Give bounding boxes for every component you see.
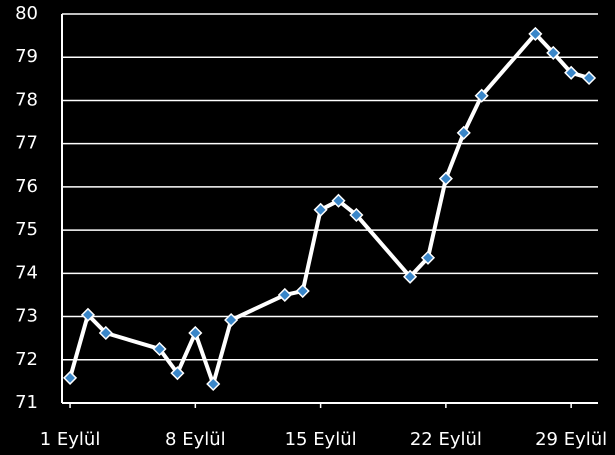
- y-tick-label: 76: [15, 176, 38, 197]
- marker: [331, 193, 346, 208]
- marker: [581, 70, 597, 86]
- y-tick-label: 79: [15, 46, 38, 67]
- y-tick-label: 74: [15, 262, 38, 283]
- marker: [313, 202, 328, 217]
- x-tick-label: 1 Eylül: [40, 429, 101, 450]
- y-tick-label: 73: [15, 306, 38, 327]
- marker: [474, 88, 489, 103]
- y-tick-label: 72: [15, 349, 38, 370]
- marker: [188, 325, 203, 341]
- marker: [564, 65, 579, 80]
- marker: [170, 366, 185, 381]
- marker: [295, 283, 310, 299]
- marker: [62, 370, 78, 385]
- marker: [224, 312, 239, 328]
- marker: [456, 125, 471, 140]
- marker: [438, 171, 453, 186]
- x-tick-label: 8 Eylül: [165, 429, 226, 450]
- y-tick-label: 78: [15, 89, 38, 110]
- marker: [528, 26, 543, 41]
- marker: [98, 325, 113, 341]
- marker: [420, 250, 436, 265]
- marker: [546, 45, 561, 60]
- marker: [277, 287, 292, 303]
- marker: [349, 207, 364, 223]
- marker: [152, 341, 167, 357]
- x-tick-label: 29 Eylül: [535, 429, 607, 450]
- x-tick-label: 22 Eylül: [410, 429, 482, 450]
- marker: [206, 376, 221, 392]
- line: [68, 31, 590, 386]
- marker: [80, 307, 96, 322]
- x-tick-label: 15 Eylül: [285, 429, 357, 450]
- y-tick-label: 80: [15, 3, 38, 24]
- y-tick-label: 71: [15, 392, 38, 413]
- y-tick-label: 75: [15, 219, 38, 240]
- marker: [403, 269, 418, 284]
- y-tick-label: 77: [15, 133, 38, 154]
